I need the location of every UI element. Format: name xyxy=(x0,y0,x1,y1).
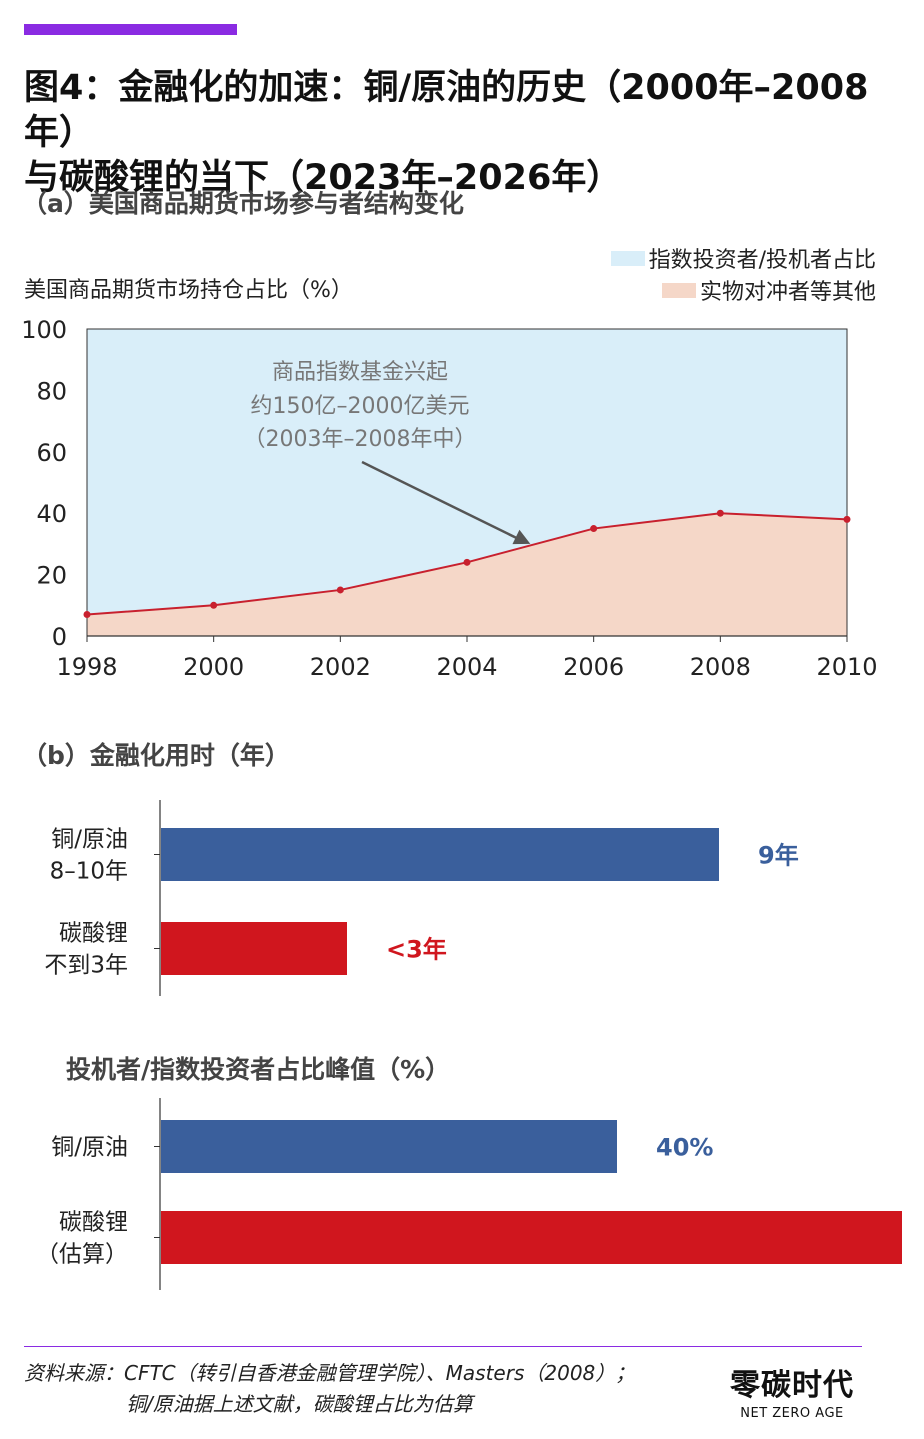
y-tick-label-40: 40 xyxy=(36,500,67,528)
chart-b1-value-label-2: <3年 xyxy=(386,936,447,964)
chart-b2-value-label-1: 40% xyxy=(656,1134,713,1162)
y-tick-label-0: 0 xyxy=(52,623,67,651)
x-tick-label-2002: 2002 xyxy=(310,653,371,681)
brand-name-cn: 零碳时代 xyxy=(730,1368,854,1403)
chart-b2-category-label-2-2: （估算） xyxy=(36,1242,128,1268)
legend-label-speculators: 指数投资者/投机者占比 xyxy=(648,248,876,273)
accent-bar xyxy=(24,24,237,35)
y-tick-label-80: 80 xyxy=(36,377,67,405)
chart-b1-value-label-1: 9年 xyxy=(758,842,799,870)
data-point-2000 xyxy=(210,601,218,609)
y-tick-label-60: 60 xyxy=(36,439,67,467)
data-point-2006 xyxy=(590,525,598,533)
chart-a-ylabel: 美国商品期货市场持仓占比（%） xyxy=(24,278,353,303)
data-point-1998 xyxy=(83,611,91,619)
y-tick-label-100: 100 xyxy=(21,316,67,344)
chart-b1-bar-1 xyxy=(161,828,719,881)
legend-label-hedgers: 实物对冲者等其他 xyxy=(699,280,876,305)
x-tick-label-2008: 2008 xyxy=(690,653,751,681)
y-tick-label-20: 20 xyxy=(36,562,67,590)
brand-logo: 零碳时代 NET ZERO AGE xyxy=(730,1360,854,1421)
x-tick-label-2010: 2010 xyxy=(816,653,877,681)
chart-b1-category-label-2-2: 不到3年 xyxy=(44,953,128,979)
annotation-arrow-shaft xyxy=(361,460,517,540)
annotation-line-2: 约150亿–2000亿美元 xyxy=(251,394,470,419)
x-tick-label-2004: 2004 xyxy=(436,653,497,681)
annotation-line-3: （2003年–2008年中） xyxy=(244,427,477,452)
annotation-arrow-head xyxy=(512,529,531,545)
source-note: 资料来源：CFTC（转引自香港金融管理学院）、Masters（2008）； 铜/… xyxy=(24,1358,635,1420)
chart-b2-category-label-2-1: 碳酸锂 xyxy=(59,1210,128,1236)
section-b-heading: （b）金融化用时（年） xyxy=(22,741,290,770)
legend-swatch-orange xyxy=(661,282,696,298)
x-tick-label-2000: 2000 xyxy=(183,653,244,681)
legend-item-hedgers: 实物对冲者等其他 xyxy=(661,274,876,306)
area-hedgers xyxy=(87,513,847,636)
source-line-1: 资料来源：CFTC（转引自香港金融管理学院）、Masters（2008）； xyxy=(24,1361,636,1385)
chart-b2-title: 投机者/指数投资者占比峰值（%） xyxy=(66,1055,450,1084)
page-title: 图4：金融化的加速：铜/原油的历史（2000年–2008年） 与碳酸锂的当下（2… xyxy=(24,66,904,201)
footer-rule xyxy=(24,1346,862,1347)
chart-b1-category-label-1-1: 铜/原油 xyxy=(51,827,128,853)
legend-item-speculators: 指数投资者/投机者占比 xyxy=(610,242,876,274)
legend-swatch-blue xyxy=(610,250,645,266)
title-line-2: 与碳酸锂的当下（2023年–2026年） xyxy=(24,158,622,198)
chart-b1-category-label-2-1: 碳酸锂 xyxy=(59,921,128,947)
x-tick-label-1998: 1998 xyxy=(56,653,117,681)
chart-b2-bar-1 xyxy=(161,1120,617,1173)
data-point-2002 xyxy=(336,586,344,594)
annotation-line-1: 商品指数基金兴起 xyxy=(272,360,448,385)
brand-name-en: NET ZERO AGE xyxy=(740,1406,844,1421)
title-line-1: 图4：金融化的加速：铜/原油的历史（2000年–2008年） xyxy=(24,68,869,153)
data-point-2004 xyxy=(463,558,471,566)
source-line-2: 铜/原油据上述文献，碳酸锂占比为估算 xyxy=(126,1392,473,1416)
data-point-2008 xyxy=(716,509,724,517)
chart-b1-category-label-1-2: 8–10年 xyxy=(50,859,128,885)
chart-b1-bar-2 xyxy=(161,922,347,975)
x-tick-label-2006: 2006 xyxy=(563,653,624,681)
section-a-heading: （a）美国商品期货市场参与者结构变化 xyxy=(22,189,464,218)
chart-b2-bar-2 xyxy=(161,1211,902,1264)
data-point-2010 xyxy=(843,515,851,523)
chart-b2-category-label-1-1: 铜/原油 xyxy=(51,1135,128,1161)
